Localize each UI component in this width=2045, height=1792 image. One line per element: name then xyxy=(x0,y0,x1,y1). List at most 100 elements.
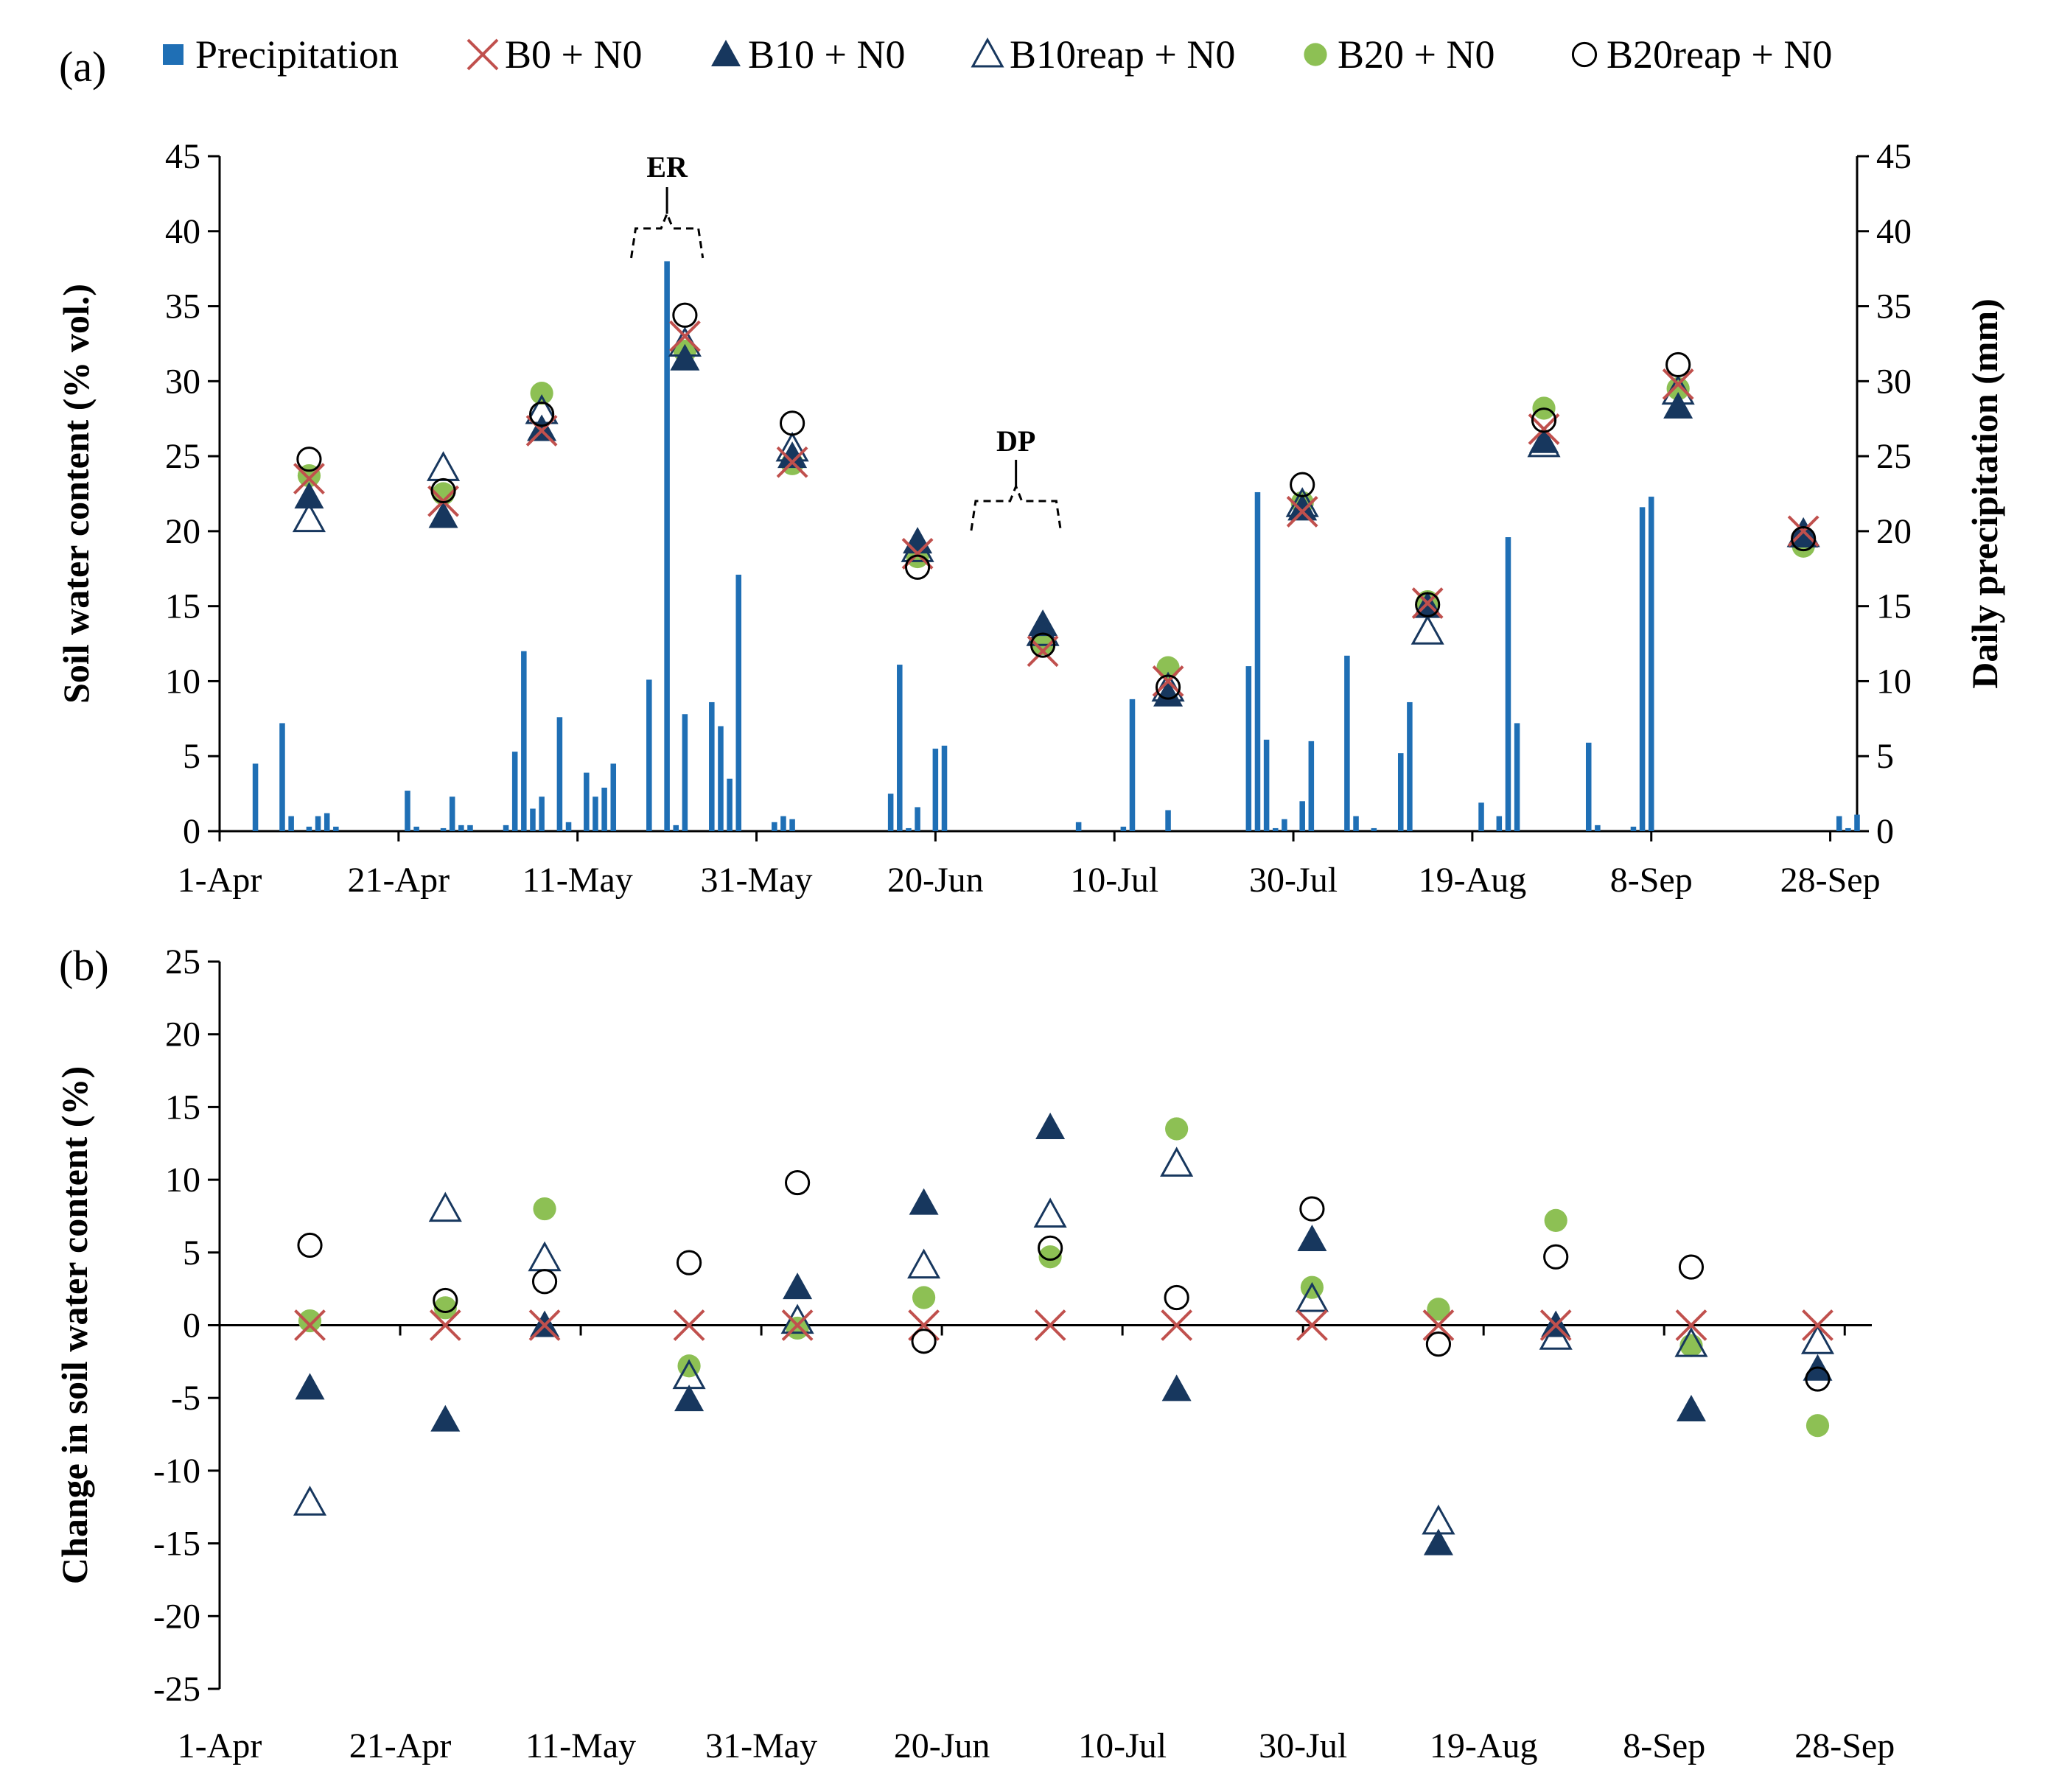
precip-bar xyxy=(592,797,598,831)
triangle-shape xyxy=(1287,494,1318,521)
marker-b20reap xyxy=(1290,472,1315,497)
triangle-shape xyxy=(1674,1327,1708,1357)
circle-shape xyxy=(1571,41,1598,68)
marker-b20 xyxy=(433,1296,457,1320)
panel-label: (b) xyxy=(59,942,109,990)
y-tick-label: 40 xyxy=(165,212,200,251)
marker-b0 xyxy=(1662,368,1694,400)
triangle-shape xyxy=(1028,609,1058,637)
precip-bar xyxy=(458,825,464,831)
marker-b0 xyxy=(1034,1309,1066,1341)
circle-shape xyxy=(1300,1275,1324,1299)
triangle-shape xyxy=(1422,1504,1455,1535)
marker-b20reap xyxy=(1030,632,1056,658)
precip-bar xyxy=(530,808,536,831)
cross-stroke xyxy=(294,1309,326,1341)
legend-label: Precipitation xyxy=(195,32,399,77)
marker-b20 xyxy=(1038,1245,1062,1269)
x-tick-label: 20-Jun xyxy=(887,861,984,900)
circle-shape xyxy=(430,477,456,504)
x-tick-label: 8-Sep xyxy=(1610,861,1693,900)
marker-b0 xyxy=(776,446,808,478)
triangle-shape xyxy=(1297,1225,1327,1252)
cross-stroke xyxy=(293,463,325,495)
y2-tick-label: 40 xyxy=(1876,212,1912,251)
circle-shape xyxy=(786,1316,809,1340)
precip-bar xyxy=(1630,826,1637,831)
y2-tick-label: 10 xyxy=(1876,662,1912,701)
marker-b0 xyxy=(1539,1309,1572,1341)
cross-stroke xyxy=(1411,587,1444,620)
precip-bar xyxy=(413,826,419,831)
marker-b0 xyxy=(1787,515,1819,547)
y-tick-label: 25 xyxy=(165,437,200,476)
marker-b0 xyxy=(781,1309,814,1341)
x-tick-label: 1-Apr xyxy=(178,861,262,900)
triangle-shape xyxy=(527,414,557,441)
triangle-shape xyxy=(1160,1147,1194,1177)
marker-b0 xyxy=(294,1309,326,1341)
precip-bar xyxy=(252,763,259,831)
triangle-shape xyxy=(428,1191,462,1222)
triangle-shape xyxy=(971,37,1004,68)
circle-shape xyxy=(1531,407,1557,433)
triangle-shape xyxy=(428,501,458,528)
precip-bar xyxy=(503,825,509,831)
filled-circle-icon xyxy=(1304,43,1327,66)
precip-bar xyxy=(1282,819,1287,831)
triangle-shape xyxy=(907,1248,941,1279)
triangle-shape xyxy=(1539,1320,1573,1350)
marker-b20reap xyxy=(1425,1331,1452,1357)
marker-b10reap xyxy=(1160,1147,1194,1177)
marker-b10 xyxy=(1035,1113,1066,1140)
marker-b20 xyxy=(912,1286,936,1309)
circle-shape xyxy=(1543,1244,1569,1270)
marker-b0 xyxy=(1286,496,1318,528)
cross-icon xyxy=(466,38,499,71)
y-tick-label: 25 xyxy=(165,942,200,981)
marker-b20 xyxy=(1805,1414,1830,1438)
marker-b0 xyxy=(1675,1309,1707,1341)
precip-bar xyxy=(1371,827,1377,831)
circle-shape xyxy=(1666,377,1690,401)
circle-shape xyxy=(1805,1366,1831,1392)
precip-bar xyxy=(1129,699,1136,831)
circle-shape xyxy=(1164,1284,1189,1311)
circle-shape xyxy=(1155,674,1181,700)
x-tick-label: 30-Jul xyxy=(1259,1726,1347,1765)
precip-bar xyxy=(664,261,670,831)
circle-shape xyxy=(433,1296,457,1320)
triangle-shape xyxy=(528,1241,562,1272)
x-tick-label: 11-May xyxy=(522,861,633,900)
circle-shape xyxy=(1425,1331,1452,1357)
open-circle-icon xyxy=(1571,41,1598,68)
circle-shape xyxy=(529,402,555,427)
precip-bar xyxy=(1273,827,1279,831)
precip-bar xyxy=(306,826,312,831)
triangle-shape xyxy=(1663,391,1693,419)
cross-stroke xyxy=(1286,496,1318,528)
precip-bar xyxy=(440,827,447,831)
y2-tick-label: 30 xyxy=(1876,362,1912,401)
annotation-label: ER xyxy=(646,150,688,183)
y-tick-label: 0 xyxy=(183,812,200,851)
cross-stroke xyxy=(1422,1309,1455,1341)
precip-bar xyxy=(610,763,617,831)
triangle-shape xyxy=(1410,615,1444,645)
marker-b10reap xyxy=(672,1359,706,1390)
triangle-shape xyxy=(427,451,461,481)
marker-b0 xyxy=(1411,587,1444,620)
y-tick-label: 5 xyxy=(183,737,200,776)
precip-bar xyxy=(906,827,912,831)
precip-bar xyxy=(449,797,455,831)
open-triangle-icon xyxy=(971,37,1004,68)
circle-shape xyxy=(911,1329,937,1354)
triangle-shape xyxy=(674,1385,705,1412)
marker-b0 xyxy=(1296,1309,1328,1341)
precip-bar xyxy=(1505,537,1511,831)
marker-b20 xyxy=(1165,1117,1189,1141)
marker-b10reap xyxy=(1295,1281,1329,1312)
marker-b10reap xyxy=(428,1191,462,1222)
marker-b20reap xyxy=(1805,1366,1831,1392)
marker-b20 xyxy=(530,382,553,405)
